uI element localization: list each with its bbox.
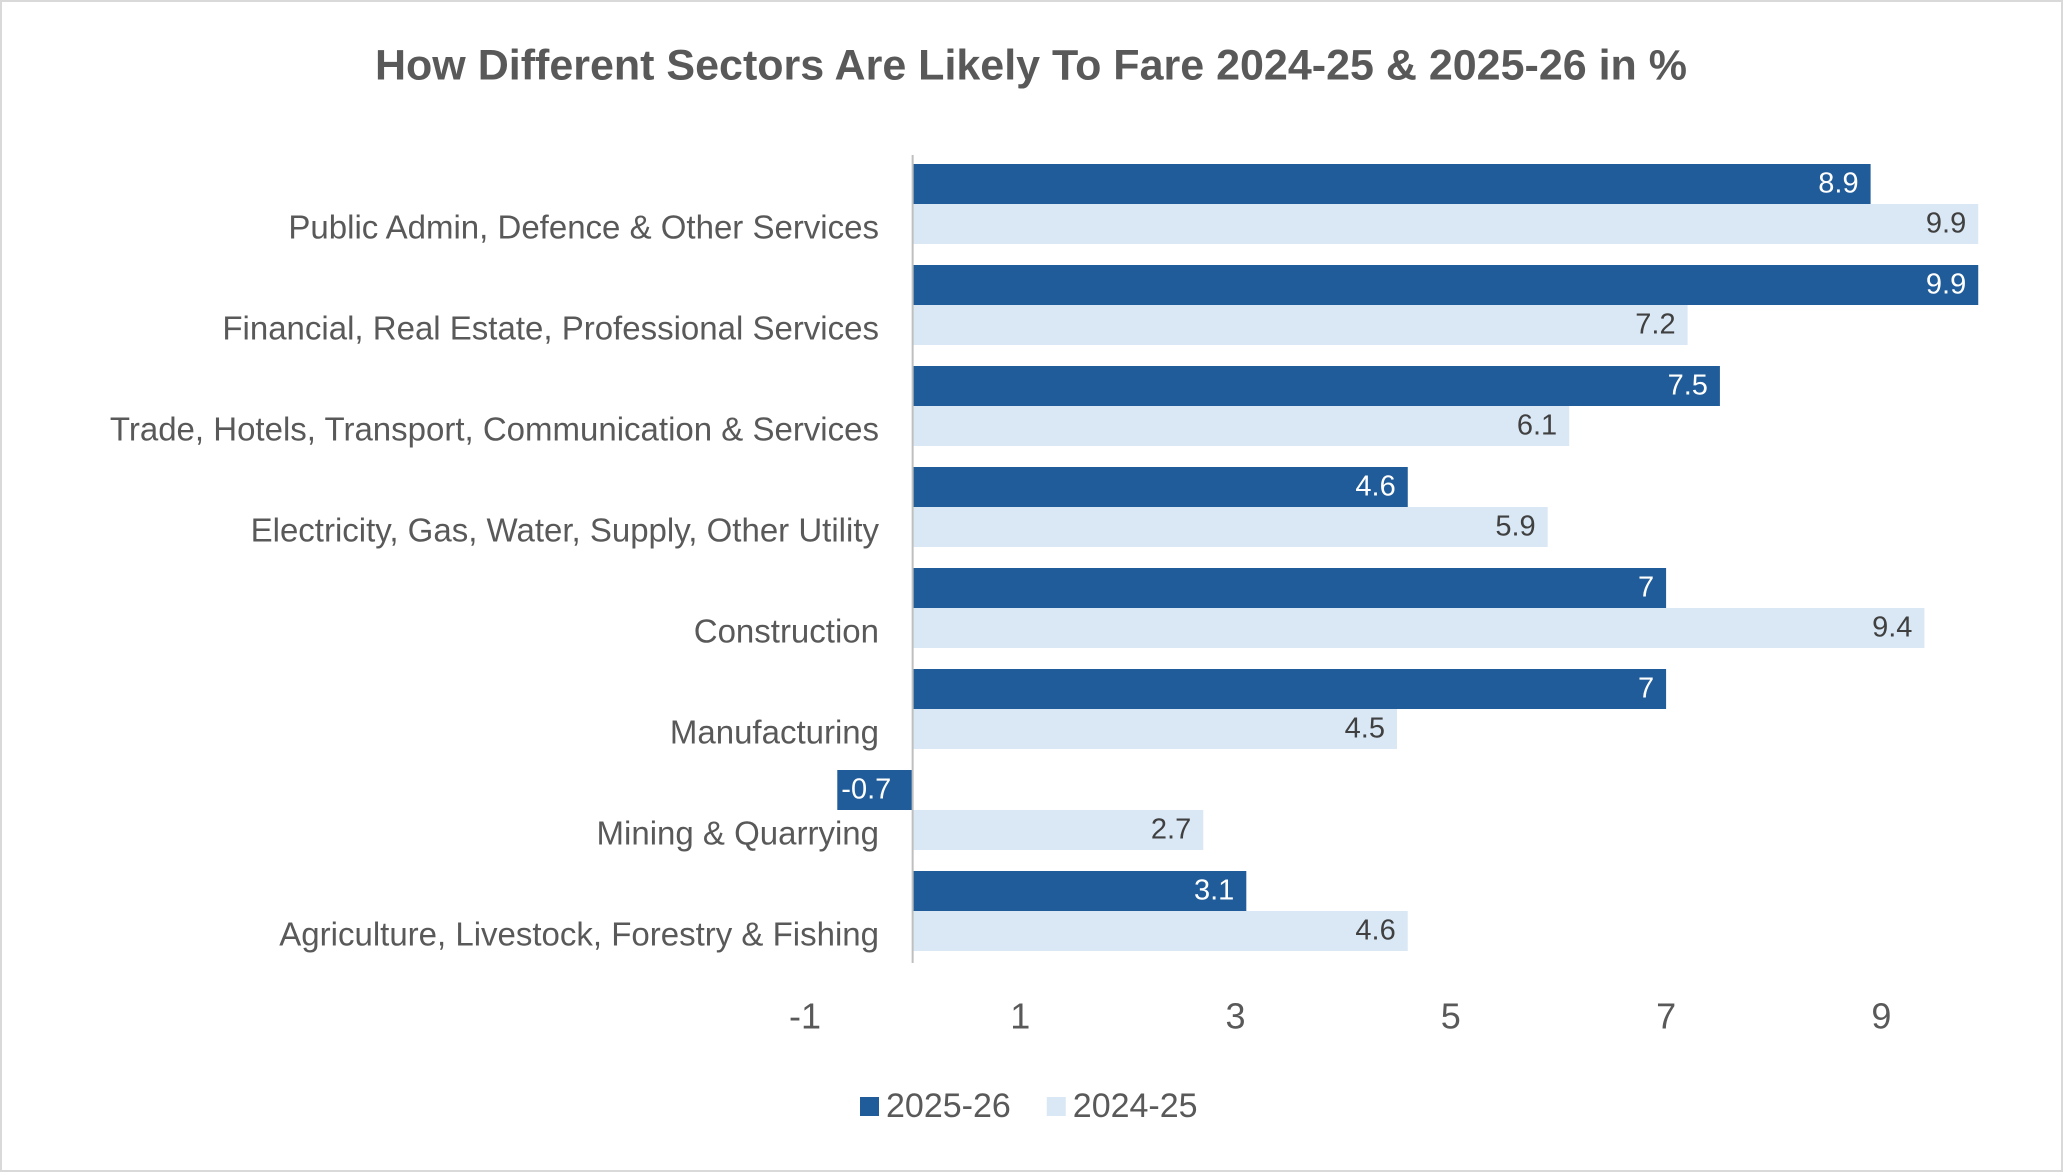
data-label: 3.1 [1194, 875, 1234, 907]
bar [912, 204, 1979, 244]
data-label: -0.7 [841, 774, 891, 806]
bar [912, 568, 1667, 608]
y-tick-label: Agriculture, Livestock, Forestry & Fishi… [279, 916, 879, 953]
y-tick-label: Construction [694, 613, 879, 650]
data-label: 7 [1638, 572, 1654, 604]
y-tick-label: Electricity, Gas, Water, Supply, Other U… [251, 512, 880, 549]
bar [912, 305, 1688, 345]
legend-swatch [860, 1097, 879, 1116]
bar [912, 709, 1397, 749]
legend-label: 2024-25 [1073, 1087, 1198, 1125]
data-label: 7.2 [1635, 309, 1675, 341]
bar [912, 871, 1247, 911]
x-tick-label: 7 [1656, 996, 1676, 1037]
y-tick-label: Manufacturing [670, 714, 879, 751]
data-label: 9.9 [1926, 269, 1966, 301]
y-tick-label: Financial, Real Estate, Professional Ser… [222, 310, 879, 347]
y-tick-label: Mining & Quarrying [597, 815, 879, 852]
bar [912, 406, 1570, 446]
chart-title: How Different Sectors Are Likely To Fare… [375, 41, 1687, 89]
data-label: 7.5 [1668, 370, 1708, 402]
data-label: 7 [1638, 673, 1654, 705]
legend-label: 2025-26 [886, 1087, 1011, 1125]
bar [912, 810, 1204, 850]
x-tick-label: -1 [789, 996, 821, 1037]
data-label: 4.5 [1345, 713, 1385, 745]
legend-swatch [1046, 1097, 1066, 1116]
bar [912, 911, 1408, 951]
y-tick-label: Public Admin, Defence & Other Services [288, 209, 879, 246]
data-label: 9.9 [1926, 208, 1966, 240]
bar [912, 467, 1408, 507]
data-label: 8.9 [1818, 168, 1858, 200]
bar [912, 507, 1548, 547]
bar [912, 265, 1979, 305]
bar [912, 669, 1667, 709]
data-label: 4.6 [1355, 915, 1395, 947]
bar [912, 366, 1720, 406]
data-label: 5.9 [1495, 511, 1535, 543]
x-tick-label: 5 [1441, 996, 1461, 1037]
bar [837, 770, 913, 810]
x-tick-label: 1 [1010, 996, 1030, 1037]
data-label: 2.7 [1151, 814, 1191, 846]
bar [912, 608, 1925, 648]
bar [912, 164, 1871, 204]
y-tick-label: Trade, Hotels, Transport, Communication … [110, 411, 879, 448]
x-tick-label: 3 [1226, 996, 1246, 1037]
data-label: 9.4 [1872, 612, 1912, 644]
x-tick-label: 9 [1871, 996, 1891, 1037]
data-label: 4.6 [1355, 471, 1395, 503]
data-label: 6.1 [1517, 410, 1557, 442]
